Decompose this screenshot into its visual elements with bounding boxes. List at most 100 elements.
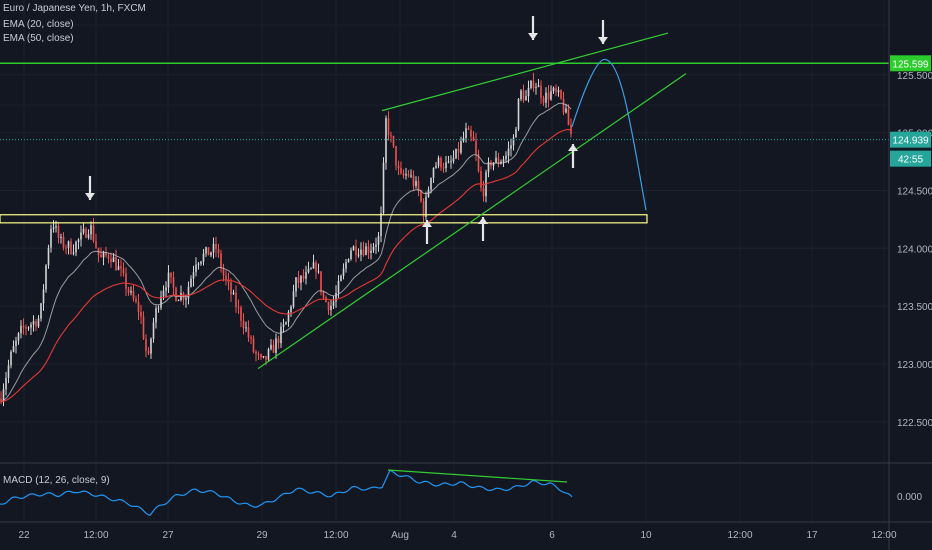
candle-body bbox=[442, 167, 445, 169]
candle-body bbox=[475, 140, 477, 155]
candle-body bbox=[537, 85, 540, 88]
candle-body bbox=[527, 87, 530, 97]
candle-body bbox=[57, 225, 60, 238]
candle-body bbox=[102, 252, 105, 258]
candle-body bbox=[0, 398, 2, 402]
candle-body bbox=[5, 377, 7, 390]
macd-legend: MACD (12, 26, close, 9) bbox=[3, 475, 110, 486]
ema50-legend: EMA (50, close) bbox=[3, 33, 74, 44]
macd-pane bbox=[0, 469, 573, 517]
candle-body bbox=[557, 90, 560, 93]
candle-body bbox=[282, 324, 285, 327]
candle-body bbox=[477, 154, 480, 171]
candle-body bbox=[550, 91, 552, 100]
candle-body bbox=[515, 129, 517, 138]
candle-body bbox=[517, 98, 520, 130]
candle-body bbox=[185, 298, 187, 300]
candle-body bbox=[255, 351, 257, 355]
price-tick-label: 124.500 bbox=[897, 186, 932, 197]
candle-body bbox=[470, 129, 472, 137]
candle-body bbox=[555, 87, 557, 93]
candle-body bbox=[80, 232, 82, 240]
candle-body bbox=[122, 268, 125, 274]
candle-body bbox=[65, 247, 67, 249]
candle-body bbox=[20, 325, 22, 334]
projection-curve bbox=[571, 59, 647, 211]
candle-body bbox=[140, 311, 142, 317]
candle-body bbox=[195, 264, 197, 273]
candle-body bbox=[357, 254, 360, 256]
candle-body bbox=[535, 87, 537, 89]
candle-body bbox=[60, 236, 62, 238]
candle-body bbox=[35, 321, 37, 327]
candle-body bbox=[552, 87, 555, 92]
candle-body bbox=[330, 305, 332, 310]
candle-body bbox=[390, 135, 392, 137]
candle-body bbox=[265, 355, 267, 360]
candle-body bbox=[142, 316, 145, 339]
candle-body bbox=[457, 148, 460, 153]
candle-body bbox=[155, 308, 157, 323]
candle-body bbox=[302, 275, 305, 279]
grid bbox=[0, 0, 889, 522]
candle-body bbox=[257, 354, 260, 356]
candle-body bbox=[130, 290, 132, 293]
candle-body bbox=[232, 292, 235, 295]
candle-body bbox=[297, 277, 300, 283]
candle-body bbox=[487, 161, 490, 173]
candle-body bbox=[82, 228, 85, 233]
candle-body bbox=[355, 246, 357, 256]
candle-body bbox=[272, 344, 275, 353]
candle-body bbox=[337, 280, 340, 294]
candle-body bbox=[520, 90, 522, 99]
candle-body bbox=[352, 246, 355, 251]
candle-body bbox=[452, 158, 455, 162]
candle-body bbox=[77, 239, 80, 242]
candle-body bbox=[152, 322, 155, 339]
candle-body bbox=[187, 286, 190, 299]
candle-body bbox=[285, 322, 287, 325]
candle-body bbox=[227, 279, 230, 283]
candle-body bbox=[17, 333, 20, 341]
up-arrow bbox=[422, 220, 432, 227]
candle-body bbox=[85, 228, 87, 238]
current-price-label: 124.939 bbox=[892, 136, 929, 147]
candle-body bbox=[50, 228, 52, 248]
candle-body bbox=[372, 246, 375, 251]
candle-body bbox=[75, 241, 77, 253]
candle-body bbox=[117, 266, 120, 270]
candle-body bbox=[400, 168, 402, 174]
candle-body bbox=[310, 268, 312, 270]
candle-body bbox=[250, 337, 252, 339]
candle-body bbox=[280, 326, 282, 344]
candle-body bbox=[210, 252, 212, 256]
candle-body bbox=[22, 325, 25, 328]
candle-body bbox=[320, 271, 322, 292]
symbol-title: Euro / Japanese Yen, 1h, FXCM bbox=[3, 3, 146, 14]
candle-body bbox=[410, 175, 412, 177]
candle-body bbox=[497, 157, 500, 164]
candle-body bbox=[220, 253, 222, 269]
candle-body bbox=[447, 161, 450, 163]
down-arrow bbox=[528, 33, 538, 40]
candle-body bbox=[415, 180, 417, 187]
time-tick-label: 22 bbox=[18, 530, 30, 541]
candle-body bbox=[440, 157, 442, 168]
candle-body bbox=[412, 175, 415, 187]
candle-body bbox=[270, 344, 272, 350]
candle-body bbox=[145, 338, 147, 352]
candle-body bbox=[422, 201, 425, 217]
candle-body bbox=[445, 162, 447, 169]
candle-body bbox=[147, 351, 150, 354]
resistance-price-label: 125.599 bbox=[892, 59, 929, 70]
candle-body bbox=[565, 108, 567, 113]
candle-body bbox=[67, 241, 70, 248]
candle-body bbox=[150, 338, 152, 354]
candle-body bbox=[10, 351, 12, 366]
candle-body bbox=[47, 247, 50, 266]
candle-body bbox=[230, 282, 232, 295]
candle-body bbox=[397, 165, 400, 169]
candle-body bbox=[70, 241, 72, 254]
candle-body bbox=[432, 167, 435, 178]
